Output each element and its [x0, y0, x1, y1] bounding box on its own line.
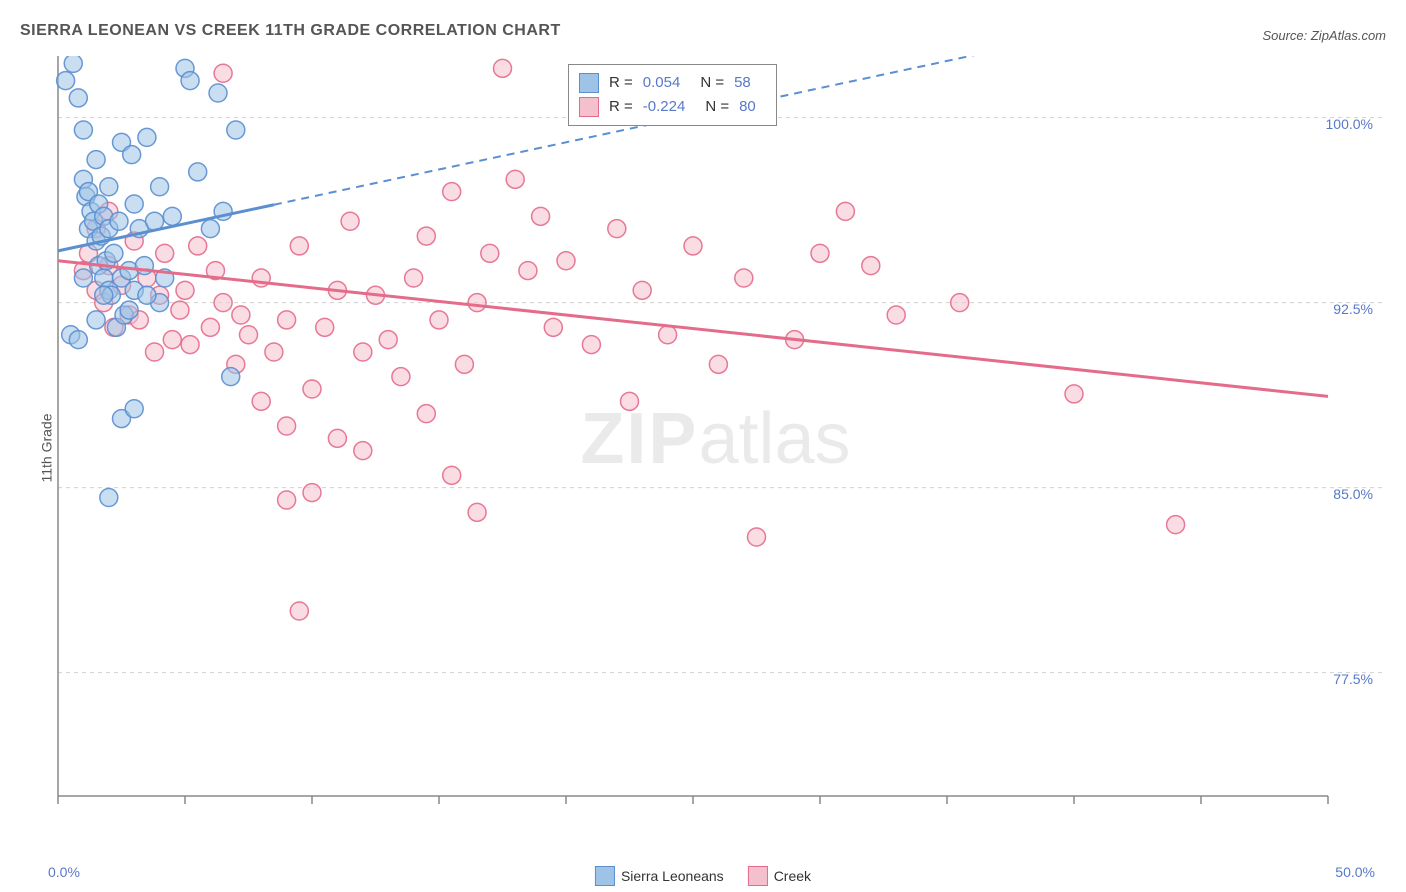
scatter-chart-svg: [48, 56, 1383, 822]
legend-r-label: R =: [609, 71, 633, 95]
legend-row: R = 0.054 N = 58: [579, 71, 766, 95]
y-tick-label: 77.5%: [1333, 671, 1373, 687]
legend-item: Sierra Leoneans: [595, 866, 724, 886]
legend-r-label: R =: [609, 95, 633, 119]
legend-swatch: [595, 866, 615, 886]
legend-label: Sierra Leoneans: [621, 868, 724, 884]
correlation-legend-box: R =0.054N =58R =-0.224N =80: [568, 64, 777, 126]
legend-swatch: [748, 866, 768, 886]
chart-title: SIERRA LEONEAN VS CREEK 11TH GRADE CORRE…: [20, 22, 561, 40]
legend-r-value: 0.054: [643, 71, 681, 95]
series-legend: Sierra Leoneans Creek: [595, 866, 811, 886]
legend-swatch: [579, 73, 599, 93]
legend-label: Creek: [774, 868, 811, 884]
legend-n-value: 58: [734, 71, 751, 95]
x-tick-max: 50.0%: [1335, 864, 1375, 880]
legend-n-label: N =: [705, 95, 729, 119]
legend-r-value: -0.224: [643, 95, 686, 119]
legend-row: R = -0.224 N = 80: [579, 95, 766, 119]
y-tick-label: 85.0%: [1333, 486, 1373, 502]
legend-n-value: 80: [739, 95, 756, 119]
legend-n-label: N =: [700, 71, 724, 95]
chart-plot-area: ZIPatlas R =0.054N =58R =-0.224N =80 77.…: [48, 56, 1383, 822]
legend-swatch: [579, 97, 599, 117]
y-tick-label: 92.5%: [1333, 301, 1373, 317]
y-tick-label: 100.0%: [1326, 116, 1373, 132]
x-tick-min: 0.0%: [48, 864, 80, 880]
legend-item: Creek: [748, 866, 811, 886]
source-attribution: Source: ZipAtlas.com: [1262, 28, 1386, 43]
